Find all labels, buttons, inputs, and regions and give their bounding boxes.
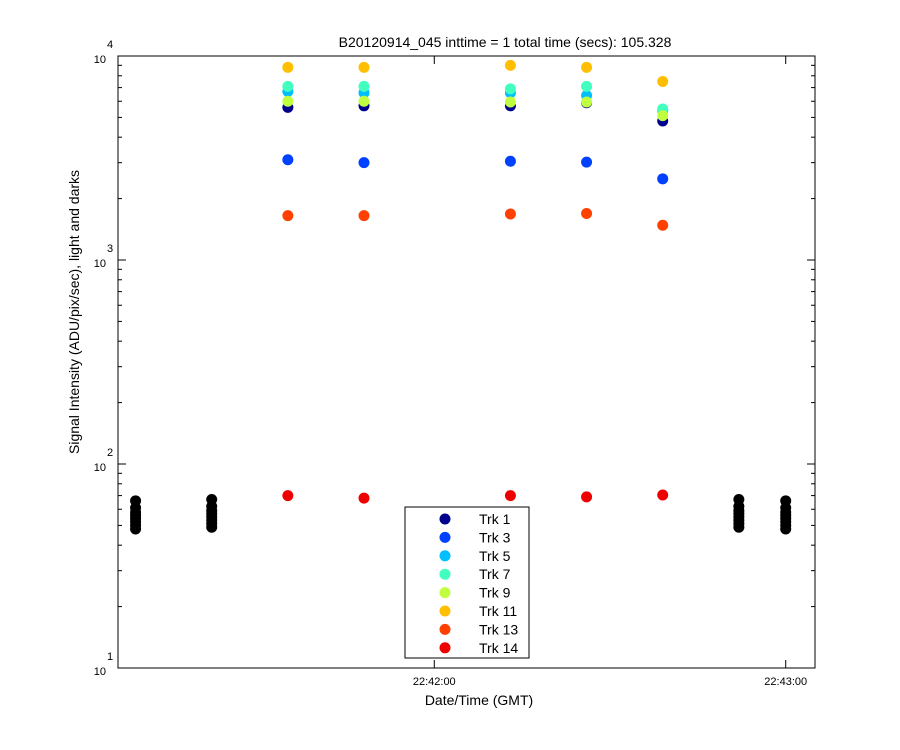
series-point xyxy=(581,61,593,73)
legend-marker xyxy=(439,642,451,654)
legend-marker xyxy=(439,513,451,525)
axis-ticks xyxy=(118,55,815,669)
series-point xyxy=(358,80,370,92)
y-tick-exponent: 1 xyxy=(107,651,113,663)
legend-marker xyxy=(439,587,451,599)
chart-title: B20120914_045 inttime = 1 total time (se… xyxy=(339,34,672,50)
series-point xyxy=(581,156,593,168)
legend: Trk 1 Trk 3 Trk 5 Trk 7 Trk 9 Trk 11 Trk 13 Trk… xyxy=(404,506,530,659)
legend-label: Trk 9 xyxy=(479,585,511,601)
legend-box xyxy=(404,506,530,659)
legend-label: Trk 14 xyxy=(479,640,518,656)
series-point xyxy=(358,157,370,169)
y-axis-label: Signal Intensity (ADU/pix/sec), light an… xyxy=(66,170,82,454)
legend-marker xyxy=(439,568,451,580)
series-point xyxy=(657,489,669,501)
y-tick-label: 10 xyxy=(94,258,106,270)
series-point xyxy=(358,95,370,107)
series-point xyxy=(504,208,516,220)
series-point xyxy=(282,80,294,92)
y-tick-label: 10 xyxy=(94,54,106,66)
legend-label: Trk 5 xyxy=(479,548,511,564)
series-point xyxy=(581,96,593,108)
legend-marker xyxy=(439,550,451,562)
legend-label: Trk 11 xyxy=(479,603,517,619)
legend-marker xyxy=(439,605,451,617)
dark-point xyxy=(130,495,142,507)
series-point xyxy=(504,59,516,71)
series-point xyxy=(358,210,370,222)
series-point xyxy=(358,492,370,504)
series-point xyxy=(504,96,516,108)
legend-label: Trk 13 xyxy=(479,621,518,637)
legend-label: Trk 7 xyxy=(479,566,511,582)
data-points xyxy=(130,59,792,535)
y-tick-exponent: 3 xyxy=(107,243,113,255)
series-point xyxy=(581,80,593,92)
legend-marker xyxy=(439,531,451,543)
y-tick-label: 10 xyxy=(94,666,106,678)
x-tick-label: 22:42:00 xyxy=(413,676,456,688)
series-point xyxy=(282,154,294,166)
y-tick-exponent: 4 xyxy=(107,39,113,51)
series-point xyxy=(657,110,669,122)
dark-point xyxy=(780,495,792,507)
series-point xyxy=(657,173,669,185)
series-point xyxy=(581,208,593,220)
series-point xyxy=(358,61,370,73)
dark-point xyxy=(733,493,745,505)
series-point xyxy=(657,219,669,231)
series-point xyxy=(504,155,516,167)
dark-point xyxy=(206,493,218,505)
x-tick-label: 22:43:00 xyxy=(764,676,807,688)
series-point xyxy=(504,490,516,502)
x-axis-label: Date/Time (GMT) xyxy=(425,692,533,708)
series-point xyxy=(282,210,294,222)
series-point xyxy=(282,61,294,73)
series-point xyxy=(282,490,294,502)
legend-label: Trk 1 xyxy=(479,511,511,527)
series-point xyxy=(581,491,593,503)
legend-label: Trk 3 xyxy=(479,529,511,545)
y-tick-label: 10 xyxy=(94,462,106,474)
series-point xyxy=(282,95,294,107)
legend-marker xyxy=(439,623,451,635)
series-point xyxy=(504,83,516,95)
y-tick-exponent: 2 xyxy=(107,447,113,459)
series-point xyxy=(657,75,669,87)
